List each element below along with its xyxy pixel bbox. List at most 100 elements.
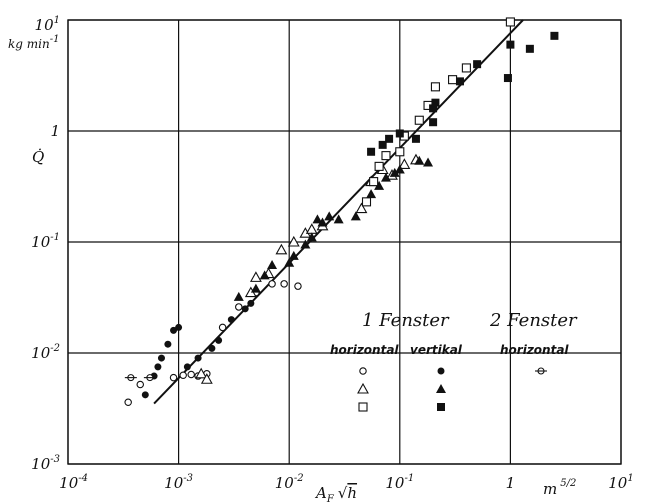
circle-filled-marker [170, 326, 178, 334]
circle-filled-marker [437, 367, 445, 375]
triangle-filled-marker [300, 239, 311, 249]
x-tick-label: 101 [608, 473, 633, 492]
triangle-filled-marker [414, 155, 425, 165]
triangle-open-marker [357, 382, 369, 394]
triangle-filled-marker [436, 384, 446, 393]
x-tick-label: 10-1 [385, 473, 414, 492]
square-filled-marker [367, 147, 376, 156]
square-open-marker [369, 177, 379, 187]
square-open-marker [374, 161, 384, 171]
triangle-open-marker [275, 243, 288, 255]
square-open-marker [461, 63, 471, 73]
square-filled-marker [550, 31, 559, 40]
square-filled-marker [525, 44, 534, 53]
y-tick-label: 10-3 [31, 454, 60, 473]
triangle-filled-marker [350, 211, 361, 221]
legend-markers [357, 367, 547, 412]
triangle-filled-marker [394, 164, 405, 174]
circle-open-marker [294, 282, 302, 290]
circle-filled-marker [194, 354, 202, 362]
circle-filled-marker [157, 354, 165, 362]
triangle-open-marker [195, 367, 208, 379]
legend-col-vertikal: vertikal [410, 343, 463, 357]
circle-filled-marker [154, 363, 162, 371]
circle-open-marker [136, 380, 144, 389]
circle-open-marker [359, 367, 367, 375]
triangle-filled-marker [284, 257, 295, 267]
circle-bar-marker [535, 367, 547, 375]
circle-open-marker [218, 323, 227, 332]
triangle-filled-marker [380, 172, 391, 182]
circle-open-marker [179, 371, 187, 380]
legend-col-horizontal: horizontal [330, 343, 399, 357]
square-filled-marker [395, 129, 404, 138]
triangle-open-marker [200, 373, 213, 384]
square-open-marker [381, 151, 391, 161]
triangle-filled-marker [366, 189, 377, 199]
circle-filled-marker [208, 344, 216, 352]
y-tick-label: 101 [35, 15, 60, 34]
circle-open-marker [235, 303, 243, 311]
square-filled-marker [378, 140, 387, 149]
triangle-filled-marker [389, 167, 400, 177]
triangle-filled-marker [267, 260, 278, 270]
square-open-marker [358, 402, 368, 412]
triangle-filled-marker [333, 214, 344, 224]
legend-col-horizontal-2: horizontal [500, 343, 569, 357]
data-points [124, 17, 559, 407]
triangle-filled-marker [324, 211, 335, 221]
square-open-marker [430, 82, 440, 92]
x-unit: m 5/2 [543, 478, 576, 498]
circle-open-marker [124, 398, 132, 407]
circle-open-marker [187, 370, 195, 379]
circle-filled-marker [164, 340, 172, 348]
x-tick-label: 1 [506, 474, 516, 492]
circle-filled-marker [227, 316, 235, 324]
circle-bar-marker [124, 374, 137, 382]
square-filled-marker [473, 60, 482, 69]
triangle-filled-marker [317, 217, 328, 227]
x-axis-label: AF √h [314, 484, 357, 503]
square-open-marker [395, 147, 405, 157]
triangle-filled-marker [374, 180, 385, 190]
y-axis-label: Q̇ [32, 148, 44, 166]
triangle-open-marker [355, 202, 368, 214]
square-open-marker [505, 17, 515, 27]
square-filled-marker [506, 40, 515, 49]
circle-open-marker [169, 373, 178, 382]
y-tick-label: 1 [50, 122, 60, 140]
triangle-open-marker [287, 235, 300, 247]
triangle-open-marker [398, 158, 411, 169]
circle-filled-marker [183, 363, 191, 371]
grid [67, 19, 622, 465]
square-filled-marker [431, 98, 440, 107]
circle-filled-marker [175, 323, 183, 331]
square-filled-marker [429, 104, 438, 113]
circle-open-marker [280, 280, 288, 288]
square-filled-marker [455, 77, 464, 86]
circle-filled-marker [247, 299, 255, 307]
square-filled-marker [437, 403, 445, 411]
square-open-marker [414, 115, 424, 125]
triangle-filled-marker [306, 232, 317, 242]
y-tick-label: 10-1 [31, 232, 60, 251]
square-filled-marker [429, 118, 438, 127]
triangle-filled-marker [233, 291, 244, 301]
circle-bar-marker [143, 374, 156, 382]
triangle-open-marker [249, 271, 262, 282]
square-open-marker [361, 197, 372, 207]
circle-filled-marker [141, 391, 149, 399]
square-open-marker [448, 75, 458, 85]
triangle-filled-marker [312, 214, 323, 224]
triangle-filled-marker [259, 270, 270, 280]
y-tick-label: 10-2 [31, 343, 60, 362]
triangle-filled-marker [288, 250, 299, 260]
square-filled-marker [385, 134, 394, 143]
x-tick-label: 10-3 [164, 473, 193, 492]
circle-filled-marker [215, 336, 223, 344]
y-unit: kg min-1 [8, 34, 59, 51]
x-tick-label: 10-2 [275, 473, 304, 492]
legend-title-1-fenster: 1 Fenster [362, 310, 450, 331]
